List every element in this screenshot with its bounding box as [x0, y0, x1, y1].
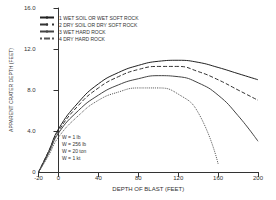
svg-text:W = 1 kt: W = 1 kt: [62, 155, 81, 161]
svg-text:12.0: 12.0: [24, 46, 36, 52]
svg-text:16.0: 16.0: [24, 5, 36, 11]
svg-text:8.0: 8.0: [27, 87, 36, 93]
svg-text:W = 256 lb: W = 256 lb: [62, 141, 86, 147]
svg-text:40: 40: [95, 175, 102, 181]
svg-text:200: 200: [253, 175, 264, 181]
svg-text:-20: -20: [34, 175, 43, 181]
svg-text:4.0: 4.0: [27, 128, 36, 134]
svg-text:80: 80: [135, 175, 142, 181]
svg-text:4 DRY HARD ROCK: 4 DRY HARD ROCK: [59, 36, 106, 42]
svg-text:2 DRY SOIL OR DRY SOFT ROCK: 2 DRY SOIL OR DRY SOFT ROCK: [59, 22, 138, 28]
svg-text:0: 0: [57, 175, 61, 181]
svg-text:1 WET SOIL OR WET SOFT ROCK: 1 WET SOIL OR WET SOFT ROCK: [59, 15, 139, 21]
svg-text:W = 20 ton: W = 20 ton: [62, 148, 87, 154]
svg-text:120: 120: [173, 175, 184, 181]
svg-text:DEPTH OF BLAST (FEET): DEPTH OF BLAST (FEET): [112, 186, 184, 192]
svg-text:0: 0: [32, 169, 36, 175]
svg-text:APPARENT CRATER DEPTH (FEET): APPARENT CRATER DEPTH (FEET): [8, 48, 14, 132]
svg-text:160: 160: [213, 175, 224, 181]
svg-text:W = 1 lb: W = 1 lb: [62, 134, 81, 140]
svg-text:3 WET HARD ROCK: 3 WET HARD ROCK: [59, 29, 106, 35]
